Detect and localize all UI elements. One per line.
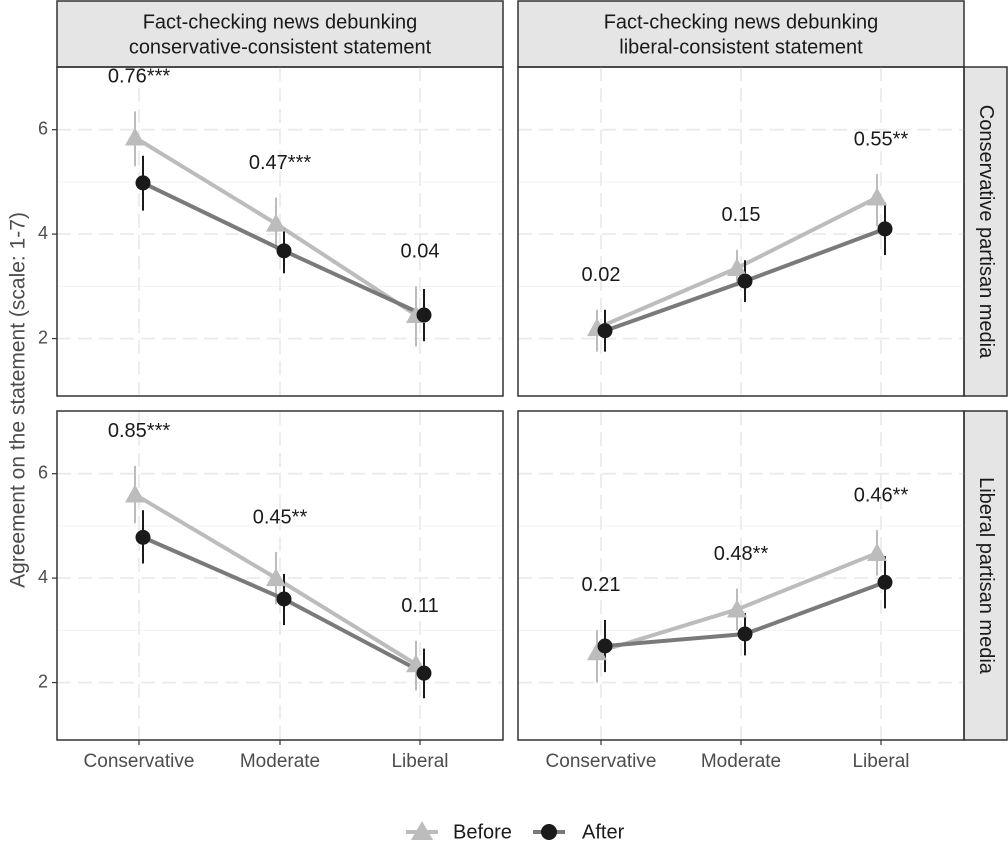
before-point (266, 568, 286, 587)
legend: Before After (406, 821, 625, 843)
row-strip-label: Conservative partisan media (975, 105, 997, 359)
difference-label: 0.04 (401, 241, 440, 263)
row-strip (963, 410, 1008, 741)
row-strip-label: Liberal partisan media (975, 477, 997, 675)
after-point (877, 574, 893, 590)
difference-label: 0.15 (722, 204, 761, 226)
column-strip (517, 0, 965, 68)
difference-label: 0.47*** (249, 152, 311, 174)
y-tick-label: 6 (38, 118, 48, 138)
y-tick-label: 4 (38, 567, 48, 587)
before-point (727, 258, 747, 277)
column-strip-label: conservative-consistent statement (129, 36, 432, 58)
before-point (587, 642, 607, 661)
y-tick-label: 2 (38, 671, 48, 691)
x-tick-label: Liberal (391, 751, 448, 772)
after-point (276, 243, 292, 259)
after-point (416, 665, 432, 681)
difference-label: 0.48** (714, 543, 769, 565)
panel-border (56, 66, 504, 397)
x-tick-label: Liberal (852, 751, 909, 772)
facet-panel: 0.02 0.15 0.55** (517, 66, 965, 397)
y-tick-label: 6 (38, 462, 48, 482)
difference-label: 0.45** (253, 506, 308, 528)
column-strip-label: Fact-checking news debunking (143, 11, 418, 33)
x-tick-label: Moderate (240, 751, 320, 772)
facet-panels: 0.76***0.47***0.040.020.150.55**0.85***0… (56, 66, 965, 741)
difference-label: 0.76*** (108, 66, 170, 88)
difference-label: 0.46** (854, 484, 909, 506)
difference-label: 0.02 (582, 264, 621, 286)
after-point (737, 273, 753, 289)
difference-label: 0.55** (854, 128, 909, 150)
difference-label: 0.85*** (108, 420, 170, 442)
before-point (125, 484, 145, 503)
y-tick-label: 4 (38, 223, 48, 243)
after-point (135, 529, 151, 545)
column-strip-label: liberal-consistent statement (619, 36, 863, 58)
legend-before-triangle-icon (411, 821, 433, 840)
before-point (125, 127, 145, 146)
facet-strips: Fact-checking news debunking conservative… (56, 0, 1008, 741)
facet-panel: 0.85*** 0.45** 0.11 (56, 410, 504, 741)
legend-after-circle-icon (541, 824, 557, 840)
difference-label: 0.11 (401, 595, 438, 617)
before-point (266, 213, 286, 232)
before-point (727, 599, 747, 618)
before-point (867, 543, 887, 562)
after-point (135, 175, 151, 191)
panel-border (517, 66, 965, 397)
y-tick-label: 2 (38, 327, 48, 347)
column-strip (56, 0, 504, 68)
after-point (597, 638, 613, 654)
legend-after-label: After (582, 821, 625, 843)
column-strip-label: Fact-checking news debunking (604, 11, 879, 33)
y-axis-label: Agreement on the statement (scale: 1-7) (7, 212, 30, 588)
facet-panel: 0.76*** 0.47*** 0.04 (56, 66, 504, 397)
before-point (867, 187, 887, 206)
legend-before-label: Before (453, 821, 512, 843)
difference-label: 0.21 (582, 574, 621, 596)
after-point (877, 221, 893, 237)
x-tick-label: Conservative (546, 751, 657, 772)
after-point (276, 591, 292, 607)
x-tick-label: Moderate (701, 751, 781, 772)
axes: 2 4 6 2 4 6 Conservative Moderate Liberal Conserv… (38, 118, 910, 772)
after-point (737, 626, 753, 642)
after-point (597, 323, 613, 339)
x-tick-label: Conservative (84, 751, 195, 772)
row-strip (963, 66, 1008, 397)
facet-panel: 0.21 0.48** 0.46** (517, 410, 965, 741)
after-point (416, 307, 432, 323)
